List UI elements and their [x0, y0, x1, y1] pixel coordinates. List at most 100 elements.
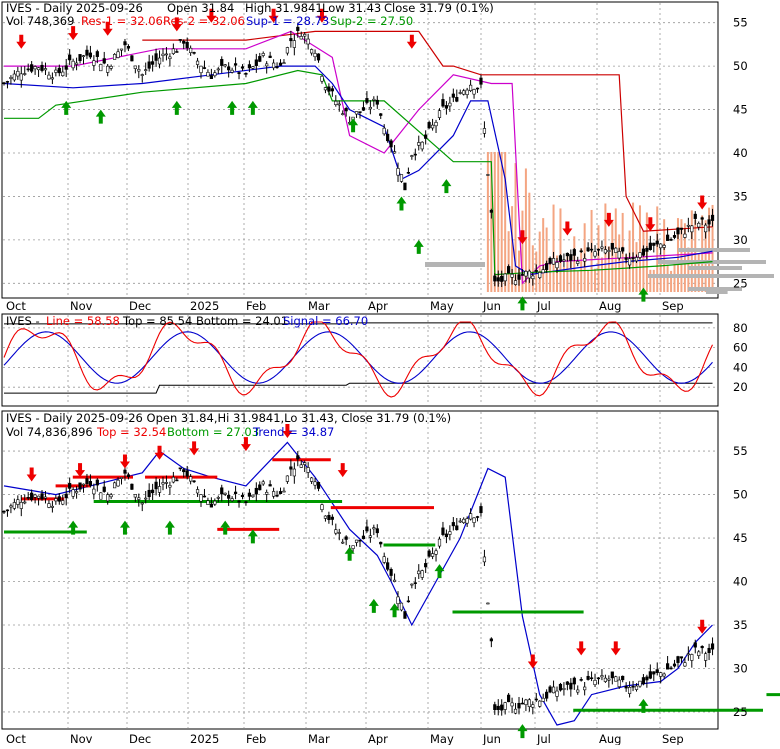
trend-y-tick-label: 55	[733, 444, 748, 458]
price-buy-arrow	[638, 287, 649, 302]
trend-candle-body	[666, 663, 670, 670]
trend-candle-body	[16, 499, 20, 505]
price-candle-body	[157, 57, 162, 65]
price-candle-body	[513, 280, 518, 285]
osc-y-tick-label: 60	[733, 341, 748, 355]
volume-bar	[549, 258, 552, 292]
trend-candle-body	[686, 653, 690, 656]
trend-sell-arrow	[282, 424, 293, 439]
trend-candle-body	[213, 500, 217, 505]
price-candle-body	[693, 213, 697, 219]
volume-bar	[573, 236, 576, 292]
trend-candle-body	[71, 489, 75, 497]
trend-candle-body	[386, 562, 390, 570]
trend-sell-arrow	[189, 441, 200, 456]
trend-y-tick-label: 45	[733, 531, 748, 545]
price-y-tick-label: 55	[733, 16, 748, 30]
price-candle-body	[233, 63, 238, 66]
trend-x-tick-label: Feb	[246, 732, 266, 745]
volume-bar	[500, 152, 503, 292]
price-candle-body	[382, 127, 386, 135]
price-candle-body	[50, 77, 54, 80]
price-candle-body	[406, 172, 410, 174]
volume-bar	[600, 257, 603, 292]
trend-candle-body	[161, 482, 165, 485]
price-candle-body	[9, 77, 13, 79]
price-candle-body	[47, 74, 51, 80]
trend-candle-body	[57, 496, 61, 502]
trend-candle-body	[627, 686, 632, 694]
trend-candle-body	[693, 642, 697, 648]
price-low: Low 31.43	[322, 1, 381, 15]
price-high: High 31.9841	[245, 1, 323, 15]
price-candle-body	[36, 67, 41, 71]
volume-bar	[531, 245, 534, 292]
price-candle-body	[614, 247, 618, 253]
price-candle-body	[372, 98, 376, 101]
trend-candle-body	[50, 505, 54, 508]
volume-bar	[694, 219, 697, 292]
trend-buy-arrow	[68, 520, 79, 535]
trend-candle-body	[659, 672, 663, 677]
price-candle-body	[43, 68, 48, 71]
panel-frames	[1, 1, 719, 730]
trend-candle-body	[475, 516, 480, 518]
trend-candle-body	[12, 502, 16, 509]
trend-candle-body	[697, 651, 701, 656]
trend-candle-body	[306, 467, 310, 473]
trend-candle-body	[614, 676, 618, 682]
trend-top: Top = 32.54	[96, 425, 166, 439]
trend-candle-body	[379, 541, 383, 545]
volume-bar	[524, 168, 527, 292]
price-sup2: Sup-2 = 27.50	[330, 14, 413, 28]
trend-sell-arrow	[527, 654, 538, 669]
trend-candle-body	[600, 675, 604, 678]
price-sell-arrow	[206, 8, 217, 23]
trend-candle-body	[645, 676, 649, 681]
trend-candle-body	[36, 495, 41, 499]
osc-y-tick-label: 40	[733, 360, 748, 374]
volume-bar	[632, 202, 635, 292]
price-candle-body	[268, 55, 272, 58]
price-candle-body	[320, 75, 324, 82]
chart-marks	[2, 8, 780, 739]
osc-line: Line = 58.58	[46, 314, 120, 328]
price-candle-body	[548, 257, 552, 264]
price-candle-body	[54, 69, 58, 73]
trend-candle-body	[583, 686, 587, 691]
price-buy-arrow	[413, 239, 424, 254]
osc-title: IVES -	[6, 314, 40, 328]
price-candle-body	[209, 75, 213, 79]
price-candle-body	[92, 60, 96, 66]
volume-at-price-bar	[648, 274, 718, 278]
price-candle-body	[455, 96, 459, 102]
trend-candle-body	[313, 481, 317, 486]
trend-candle-body	[569, 682, 573, 690]
price-candle-body	[479, 77, 483, 85]
price-candle-body	[627, 258, 632, 266]
price-buy-arrow	[396, 196, 407, 211]
price-volume: Vol 748,369	[6, 14, 74, 28]
volume-at-price-bar	[678, 248, 718, 252]
price-sell-arrow	[697, 195, 708, 210]
trend-candle-body	[652, 671, 656, 675]
price-candle-body	[645, 247, 649, 252]
trend-candle-body	[151, 489, 155, 494]
price-candle-body	[631, 257, 635, 259]
volume-at-price-bar	[718, 290, 728, 294]
price-candle-body	[524, 271, 528, 277]
trend-candle-body	[251, 494, 255, 498]
trend-candle-body	[389, 568, 393, 576]
trend-y-tick-label: 30	[733, 661, 748, 675]
price-candle-body	[417, 142, 421, 146]
trend-candle-body	[230, 498, 234, 501]
trend-candle-body	[507, 694, 511, 703]
trend-panel-header: IVES - Daily 2025-09-26 Open 31.84,Hi 31…	[6, 411, 451, 439]
price-candle-body	[434, 122, 438, 127]
price-candle-body	[99, 64, 103, 72]
volume-bar	[507, 231, 510, 292]
price-candle-body	[420, 141, 424, 150]
trend-candle-body	[341, 541, 345, 544]
trend-candle-body	[430, 553, 435, 557]
price-candle-body	[475, 87, 480, 90]
